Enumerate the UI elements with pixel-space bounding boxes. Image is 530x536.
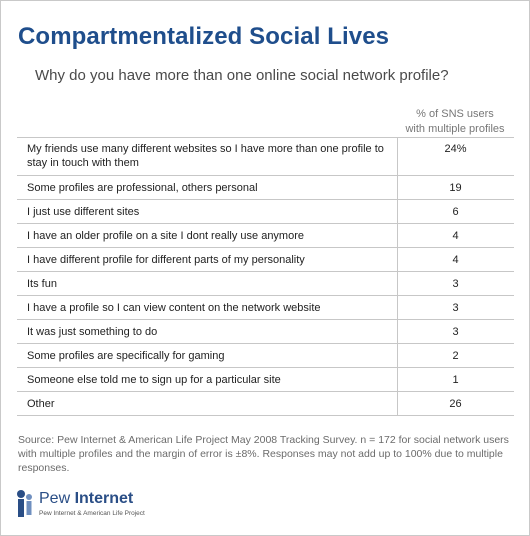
column-header-line-2: with multiple profiles (405, 123, 505, 135)
pew-logo-name: Pew Internet (39, 490, 133, 508)
row-label: I just use different sites (27, 206, 140, 218)
column-divider (397, 224, 398, 247)
table-row: My friends use many different websites s… (17, 137, 514, 176)
row-value: 26 (449, 398, 462, 410)
column-divider (397, 138, 398, 175)
pew-logo-name-regular: Pew (39, 490, 75, 507)
row-label: My friends use many different websites s… (27, 143, 384, 169)
table-row: It was just something to do 3 (17, 320, 514, 344)
data-table: My friends use many different websites s… (17, 137, 514, 416)
row-value: 19 (449, 182, 462, 194)
column-divider (397, 320, 398, 343)
row-value: 24% (444, 143, 467, 155)
column-divider (397, 176, 398, 199)
row-label: Its fun (27, 278, 57, 290)
column-divider (397, 344, 398, 367)
row-label: It was just something to do (27, 326, 158, 338)
table-row: I have a profile so I can view content o… (17, 296, 514, 320)
row-value: 6 (452, 206, 459, 218)
column-divider (397, 368, 398, 391)
row-value: 3 (452, 278, 459, 290)
table-row: I have an older profile on a site I dont… (17, 224, 514, 248)
row-value: 2 (452, 350, 459, 362)
row-label: I have an older profile on a site I dont… (27, 230, 304, 242)
row-label: I have a profile so I can view content o… (27, 302, 321, 314)
table-row: Its fun 3 (17, 272, 514, 296)
pew-logo-name-bold: Internet (74, 490, 134, 507)
row-value: 4 (452, 230, 459, 242)
row-value: 3 (452, 302, 459, 314)
row-value: 3 (452, 326, 459, 338)
row-value: 1 (452, 374, 459, 386)
column-divider (397, 272, 398, 295)
chart-subtitle: Why do you have more than one online soc… (35, 67, 449, 84)
row-label: I have different profile for different p… (27, 254, 305, 266)
table-row: I have different profile for different p… (17, 248, 514, 272)
pew-logo-icon (17, 490, 32, 517)
pew-logo-tagline: Pew Internet & American Life Project (39, 510, 145, 517)
column-divider (397, 392, 398, 415)
row-label: Other (27, 398, 55, 410)
table-row: I just use different sites 6 (17, 200, 514, 224)
table-row: Some profiles are professional, others p… (17, 176, 514, 200)
row-value: 4 (452, 254, 459, 266)
row-label: Someone else told me to sign up for a pa… (27, 374, 281, 386)
table-row: Some profiles are specifically for gamin… (17, 344, 514, 368)
table-row: Someone else told me to sign up for a pa… (17, 368, 514, 392)
column-divider (397, 200, 398, 223)
pew-logo: Pew Internet Pew Internet & American Lif… (13, 487, 213, 527)
source-note: Source: Pew Internet & American Life Pro… (18, 434, 509, 474)
table-row: Other 26 (17, 392, 514, 416)
column-header-line-1: % of SNS users (416, 108, 494, 120)
column-divider (397, 248, 398, 271)
column-divider (397, 296, 398, 319)
column-header: % of SNS users with multiple profiles (397, 107, 513, 137)
chart-title: Compartmentalized Social Lives (18, 23, 390, 50)
row-label: Some profiles are professional, others p… (27, 182, 258, 194)
row-label: Some profiles are specifically for gamin… (27, 350, 225, 362)
